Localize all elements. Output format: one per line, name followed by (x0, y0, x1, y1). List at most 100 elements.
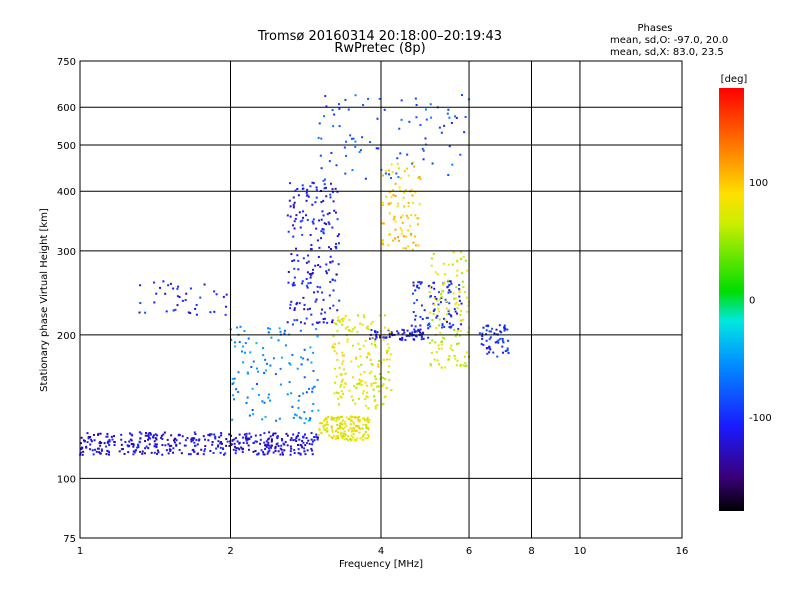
data-point (186, 436, 189, 439)
data-point (387, 244, 390, 247)
data-point (448, 145, 451, 148)
data-point (233, 438, 236, 441)
data-point (447, 173, 450, 176)
data-point (371, 320, 374, 323)
data-point (305, 317, 308, 320)
data-point (316, 321, 319, 324)
data-point (481, 332, 484, 335)
data-point (368, 372, 371, 375)
data-point (289, 445, 292, 448)
data-point (503, 324, 506, 327)
data-point (161, 437, 164, 440)
data-point (341, 362, 344, 365)
x-tick-label: 1 (77, 546, 83, 557)
data-point (333, 392, 336, 395)
data-point (262, 453, 265, 456)
data-point (420, 334, 423, 337)
data-point (305, 191, 308, 194)
data-point (322, 427, 325, 430)
data-point (486, 352, 489, 355)
data-point (337, 431, 340, 434)
data-point (387, 346, 390, 349)
data-point (340, 426, 343, 429)
data-point (331, 319, 334, 322)
data-point (488, 345, 491, 348)
data-point (245, 439, 248, 442)
data-point (310, 361, 313, 364)
data-point (292, 224, 295, 227)
data-point (130, 439, 133, 442)
data-point (411, 292, 414, 295)
data-point (103, 442, 106, 445)
data-point (426, 324, 429, 327)
data-point (327, 416, 330, 419)
data-point (325, 418, 328, 421)
data-point (397, 176, 400, 179)
data-point (255, 440, 258, 443)
data-point (458, 291, 461, 294)
data-point (169, 448, 172, 451)
data-point (335, 419, 338, 422)
data-point (239, 325, 242, 328)
data-point (432, 309, 435, 312)
data-point (148, 431, 151, 434)
data-point (250, 365, 253, 368)
data-point (344, 372, 347, 375)
data-point (359, 383, 362, 386)
data-point (459, 330, 462, 333)
data-point (226, 440, 229, 443)
data-point (501, 340, 504, 343)
data-point (382, 402, 385, 405)
data-point (478, 332, 481, 335)
data-point (218, 436, 221, 439)
data-point (377, 363, 380, 366)
data-point (98, 451, 101, 454)
data-point (442, 283, 445, 286)
data-point (485, 329, 488, 332)
data-point (355, 416, 358, 419)
data-point (334, 279, 337, 282)
data-point (328, 212, 331, 215)
data-point (482, 343, 485, 346)
data-point (337, 403, 340, 406)
data-point (464, 364, 467, 367)
data-point (310, 438, 313, 441)
data-point (138, 311, 141, 314)
data-point (266, 452, 269, 455)
data-point (325, 423, 328, 426)
data-point (330, 321, 333, 324)
data-point (397, 332, 400, 335)
data-point (313, 385, 316, 388)
data-point (416, 286, 419, 289)
data-point (404, 247, 407, 250)
data-point (375, 147, 378, 150)
data-point (281, 439, 284, 442)
data-point (187, 311, 190, 314)
data-point (385, 386, 388, 389)
data-point (379, 314, 382, 317)
data-point (272, 432, 275, 435)
data-point (346, 340, 349, 343)
data-point (162, 280, 165, 283)
data-point (428, 286, 431, 289)
data-point (191, 439, 194, 442)
data-point (333, 435, 336, 438)
data-point (450, 344, 453, 347)
data-point (320, 432, 323, 435)
data-point (502, 341, 505, 344)
data-point (247, 438, 250, 441)
data-point (323, 418, 326, 421)
data-point (96, 447, 99, 450)
data-point (402, 329, 405, 332)
data-point (344, 422, 347, 425)
data-point (325, 272, 328, 275)
data-point (315, 328, 318, 331)
data-point (189, 287, 192, 290)
data-point (118, 450, 121, 453)
data-point (200, 448, 203, 451)
data-point (428, 311, 431, 314)
data-point (278, 327, 281, 330)
data-point (296, 254, 299, 257)
data-point (349, 330, 352, 333)
